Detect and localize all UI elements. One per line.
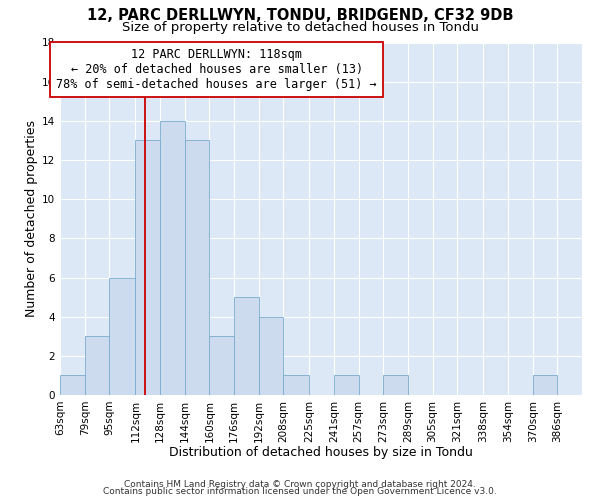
Bar [160, 121, 185, 395]
Bar [209, 336, 234, 395]
Bar [85, 336, 109, 395]
Text: 12 PARC DERLLWYN: 118sqm
← 20% of detached houses are smaller (13)
78% of semi-d: 12 PARC DERLLWYN: 118sqm ← 20% of detach… [56, 48, 377, 91]
Bar [259, 316, 283, 395]
X-axis label: Distribution of detached houses by size in Tondu: Distribution of detached houses by size … [169, 446, 473, 459]
Bar [136, 140, 160, 395]
Bar [109, 278, 136, 395]
Text: Contains HM Land Registry data © Crown copyright and database right 2024.: Contains HM Land Registry data © Crown c… [124, 480, 476, 489]
Text: Contains public sector information licensed under the Open Government Licence v3: Contains public sector information licen… [103, 488, 497, 496]
Bar [383, 376, 408, 395]
Bar [533, 376, 557, 395]
Text: Size of property relative to detached houses in Tondu: Size of property relative to detached ho… [121, 21, 479, 34]
Bar [234, 297, 259, 395]
Bar [60, 376, 85, 395]
Y-axis label: Number of detached properties: Number of detached properties [25, 120, 38, 318]
Text: 12, PARC DERLLWYN, TONDU, BRIDGEND, CF32 9DB: 12, PARC DERLLWYN, TONDU, BRIDGEND, CF32… [87, 8, 513, 22]
Bar [334, 376, 359, 395]
Bar [185, 140, 209, 395]
Bar [283, 376, 310, 395]
